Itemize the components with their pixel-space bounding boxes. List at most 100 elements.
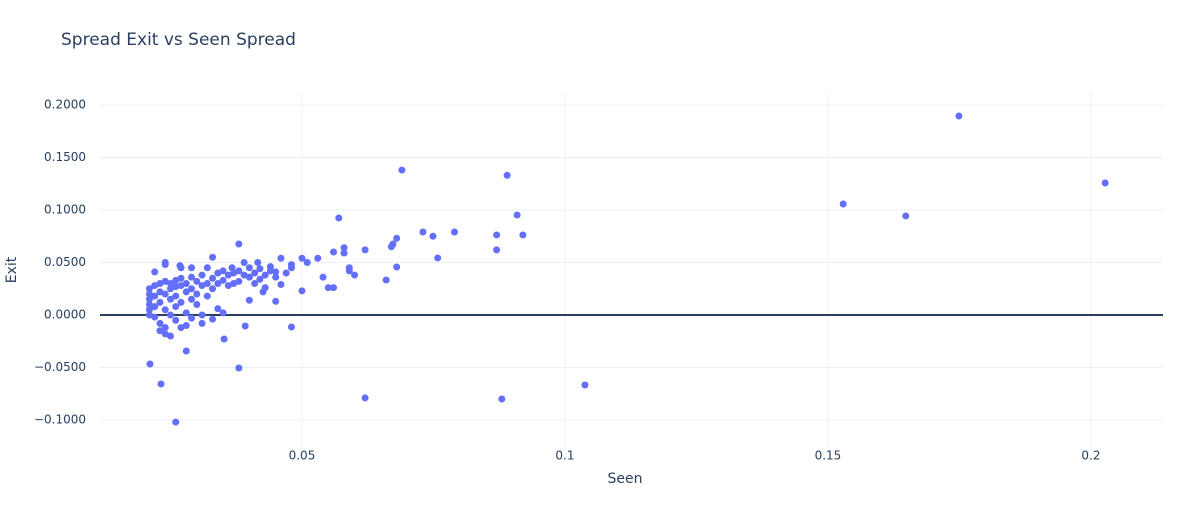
point: [166, 295, 174, 303]
point: [256, 265, 264, 273]
point: [151, 282, 159, 290]
chart-title: Spread Exit vs Seen Spread: [61, 30, 296, 50]
point: [182, 347, 190, 355]
point: [340, 249, 348, 257]
y-tick-label: 0.0000: [44, 307, 86, 321]
point: [519, 231, 527, 239]
point: [351, 271, 359, 279]
point: [298, 254, 306, 262]
point: [335, 214, 343, 222]
point: [581, 381, 589, 389]
point: [493, 246, 501, 254]
point: [387, 243, 395, 251]
point: [188, 285, 196, 293]
point: [245, 273, 253, 281]
point: [151, 303, 159, 311]
point: [259, 288, 267, 296]
point: [161, 261, 169, 269]
x-tick-label: 0.2: [1081, 449, 1100, 463]
point: [151, 292, 159, 300]
point: [272, 268, 280, 276]
point: [451, 228, 459, 236]
point: [245, 296, 253, 304]
point: [182, 288, 190, 296]
point: [228, 264, 236, 272]
point: [282, 269, 290, 277]
point: [209, 315, 217, 323]
point: [319, 273, 327, 281]
y-tick-label: −0.0500: [34, 360, 86, 374]
point: [498, 395, 506, 403]
y-tick-label: 0.2000: [44, 97, 86, 111]
point: [235, 267, 243, 275]
point: [182, 309, 190, 317]
point: [251, 279, 259, 287]
point: [314, 254, 322, 262]
point: [161, 306, 169, 314]
point: [256, 275, 264, 283]
point: [277, 281, 285, 289]
y-tick-label: 0.1500: [44, 150, 86, 164]
point: [219, 267, 227, 275]
point: [209, 253, 217, 261]
y-tick-label: −0.1000: [34, 412, 86, 426]
point: [839, 200, 847, 208]
point: [177, 298, 185, 306]
point: [240, 258, 248, 266]
point: [287, 323, 295, 331]
point: [161, 277, 169, 285]
point: [156, 279, 164, 287]
point: [145, 290, 153, 298]
point: [240, 271, 248, 279]
point: [493, 231, 501, 239]
point: [172, 292, 180, 300]
point: [172, 303, 180, 311]
point: [166, 332, 174, 340]
x-tick-label: 0.15: [815, 449, 842, 463]
y-axis-label: Exit: [4, 256, 20, 283]
point: [172, 418, 180, 426]
point: [145, 295, 153, 303]
point: [330, 248, 338, 256]
point: [145, 311, 153, 319]
point: [429, 232, 437, 240]
point: [382, 276, 390, 284]
point: [251, 269, 259, 277]
point: [266, 263, 274, 271]
point: [172, 316, 180, 324]
y-tick-label: 0.1000: [44, 202, 86, 216]
point: [298, 287, 306, 295]
point: [209, 285, 217, 293]
point: [166, 279, 174, 287]
point: [156, 327, 164, 335]
point: [161, 290, 169, 298]
point: [324, 284, 332, 292]
point: [214, 269, 222, 277]
point: [513, 211, 521, 219]
point: [219, 276, 227, 284]
point: [235, 277, 243, 285]
point: [182, 321, 190, 329]
point: [188, 264, 196, 272]
y-tick-label: 0.0500: [44, 255, 86, 269]
point: [156, 288, 164, 296]
point: [434, 254, 442, 262]
x-tick-label: 0.1: [555, 449, 574, 463]
point: [182, 279, 190, 287]
point: [198, 311, 206, 319]
point: [419, 228, 427, 236]
point: [902, 212, 910, 220]
point: [203, 279, 211, 287]
point: [393, 263, 401, 271]
point: [303, 258, 311, 266]
point: [145, 306, 153, 314]
point: [156, 319, 164, 327]
point: [235, 364, 243, 372]
point: [1101, 179, 1109, 187]
point: [214, 279, 222, 287]
point: [166, 285, 174, 293]
point: [198, 271, 206, 279]
point: [219, 309, 227, 317]
point: [254, 258, 262, 266]
